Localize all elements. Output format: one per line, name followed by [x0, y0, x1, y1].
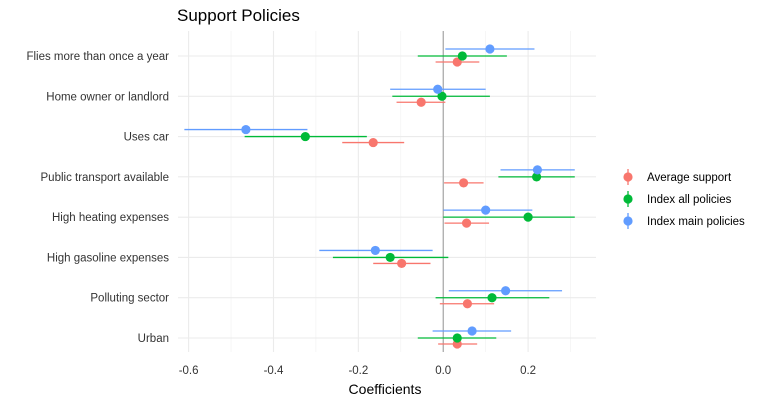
- x-axis-labels: -0.6 -0.4 -0.2 0.0 0.2: [179, 365, 536, 377]
- estimate-point: [487, 293, 497, 303]
- estimate-point: [452, 333, 462, 343]
- estimate-point: [523, 212, 533, 222]
- estimate-point: [467, 326, 477, 336]
- y-axis-labels: Flies more than once a year Home owner or…: [26, 51, 169, 345]
- estimate-point: [481, 205, 491, 215]
- estimate-point: [501, 286, 511, 296]
- chart-title: Support Policies: [177, 6, 300, 25]
- plot-marks: [184, 31, 575, 352]
- x-tick-label: -0.2: [348, 365, 368, 377]
- estimate-point: [433, 84, 443, 94]
- y-tick-label: Public transport available: [41, 172, 170, 184]
- estimate-point: [457, 51, 467, 61]
- legend-key-point: [623, 194, 633, 204]
- legend-key-point: [623, 172, 633, 182]
- estimate-point: [437, 91, 447, 101]
- estimate-point: [485, 44, 495, 54]
- y-tick-label: Polluting sector: [90, 293, 169, 305]
- estimate-point: [416, 97, 426, 107]
- estimate-point: [368, 137, 378, 148]
- y-tick-label: Home owner or landlord: [46, 91, 169, 103]
- estimate-point: [461, 218, 472, 228]
- x-tick-label: -0.6: [179, 365, 199, 377]
- estimate-point: [385, 252, 395, 263]
- estimate-point: [532, 165, 543, 175]
- legend-key-point: [623, 216, 633, 226]
- y-tick-label: High heating expenses: [52, 212, 169, 224]
- x-tick-label: -0.4: [264, 365, 284, 377]
- grid: [178, 31, 596, 352]
- estimate-point: [370, 245, 380, 256]
- estimate-point: [531, 172, 542, 182]
- estimate-point: [462, 299, 473, 309]
- estimate-point: [458, 178, 469, 188]
- legend: Average support Index all policies Index m…: [623, 169, 745, 229]
- x-tick-label: 0.2: [520, 365, 536, 377]
- legend-label: Index main policies: [647, 216, 745, 228]
- estimate-point: [452, 57, 462, 67]
- y-tick-label: High gasoline expenses: [47, 252, 169, 264]
- x-tick-label: 0.0: [435, 365, 451, 377]
- estimate-point: [300, 131, 310, 142]
- estimate-point: [397, 258, 407, 269]
- y-tick-label: Flies more than once a year: [26, 51, 169, 63]
- y-tick-label: Urban: [138, 333, 169, 345]
- x-axis-title: Coefficients: [349, 381, 422, 397]
- legend-label: Index all policies: [647, 194, 732, 206]
- y-tick-label: Uses car: [124, 132, 170, 144]
- legend-label: Average support: [647, 172, 732, 184]
- estimate-point: [241, 124, 251, 135]
